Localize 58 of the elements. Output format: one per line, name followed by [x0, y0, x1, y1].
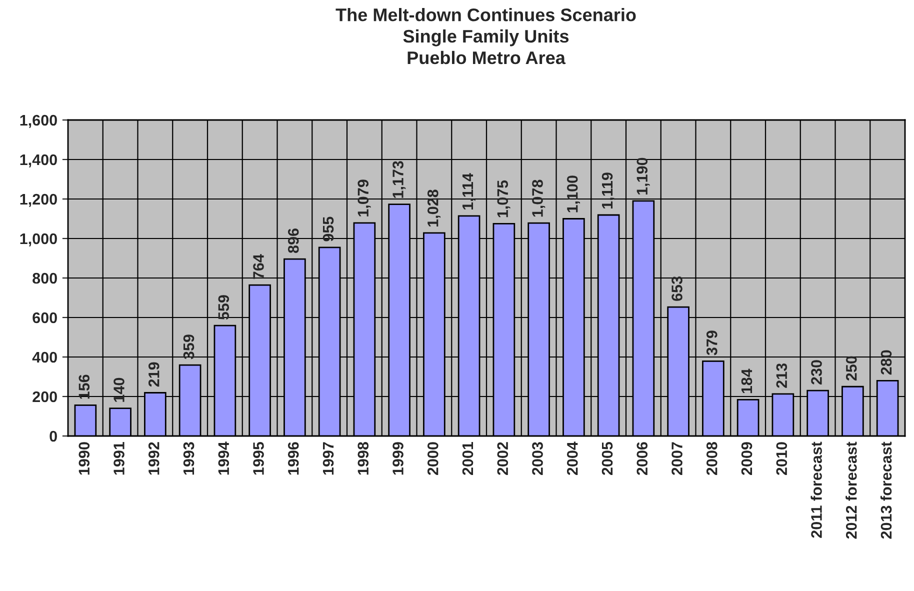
x-tick-label: 1995 [253, 442, 264, 475]
x-tick-label: 2005 [602, 442, 613, 476]
x-tick-label: 2002 [497, 442, 508, 476]
data-label: 653 [672, 276, 682, 301]
data-label: 896 [288, 228, 299, 253]
y-tick-label: 1,000 [20, 233, 57, 246]
data-label: 219 [148, 362, 160, 387]
x-tick-label: 2013 forecast [880, 442, 892, 539]
data-label: 559 [218, 295, 230, 320]
x-tick-label: 1991 [114, 442, 124, 475]
data-label: 213 [776, 363, 788, 388]
y-tick-label: 600 [32, 312, 57, 324]
x-tick-label: 1990 [78, 442, 90, 475]
x-tick-label: 1998 [358, 442, 369, 475]
x-tick-label: 2009 [741, 442, 752, 476]
data-label: 1,173 [392, 161, 406, 198]
y-tick-label: 800 [32, 272, 57, 284]
data-label: 1,190 [636, 158, 650, 194]
x-tick-label: 1993 [183, 442, 194, 475]
data-label: 156 [78, 374, 90, 399]
y-tick-label: 1,400 [20, 154, 57, 168]
x-tick-label: 2001 [462, 442, 474, 476]
data-label: 1,114 [462, 173, 476, 210]
y-tick-label: 400 [32, 352, 57, 363]
x-tick-label: 2006 [636, 442, 648, 476]
y-tick-label: 1,200 [20, 194, 57, 207]
chart-title: The Melt-down Continues Scenario Single Family Units Pueblo Metro Area [336, 8, 636, 64]
x-tick-label: 1994 [218, 442, 230, 475]
data-label: 184 [741, 368, 752, 394]
data-label: 1,075 [497, 180, 510, 218]
data-label: 1,100 [566, 176, 580, 212]
y-tick-label: 1,600 [20, 114, 57, 128]
y-tick-label: 200 [32, 391, 57, 402]
data-label: 230 [811, 360, 822, 384]
x-tick-label: 1996 [288, 442, 299, 475]
x-tick-label: 2012 forecast [846, 442, 857, 539]
data-label: 280 [880, 350, 892, 375]
data-label: 764 [253, 254, 264, 279]
x-tick-label: 2004 [566, 442, 578, 476]
data-label: 250 [846, 356, 857, 381]
x-tick-label: 2000 [427, 442, 438, 476]
data-label: 1,119 [602, 172, 615, 208]
x-tick-label: 2007 [672, 442, 682, 476]
x-tick-label: 1999 [392, 442, 404, 475]
x-tick-label: 2010 [776, 442, 788, 476]
data-label: 140 [114, 378, 124, 402]
y-tick-label: 0 [50, 430, 57, 442]
data-label: 1,079 [358, 180, 371, 216]
data-label: 955 [322, 216, 334, 242]
x-tick-label: 1997 [322, 442, 334, 475]
data-label: 359 [183, 334, 194, 360]
x-tick-label: 2003 [532, 442, 543, 476]
data-label: 379 [706, 330, 718, 356]
x-tick-label: 2008 [706, 442, 718, 476]
data-label: 1,078 [532, 180, 546, 217]
data-label: 1,028 [427, 190, 441, 226]
x-tick-label: 1992 [148, 442, 160, 475]
x-tick-label: 2011 forecast [810, 442, 822, 538]
